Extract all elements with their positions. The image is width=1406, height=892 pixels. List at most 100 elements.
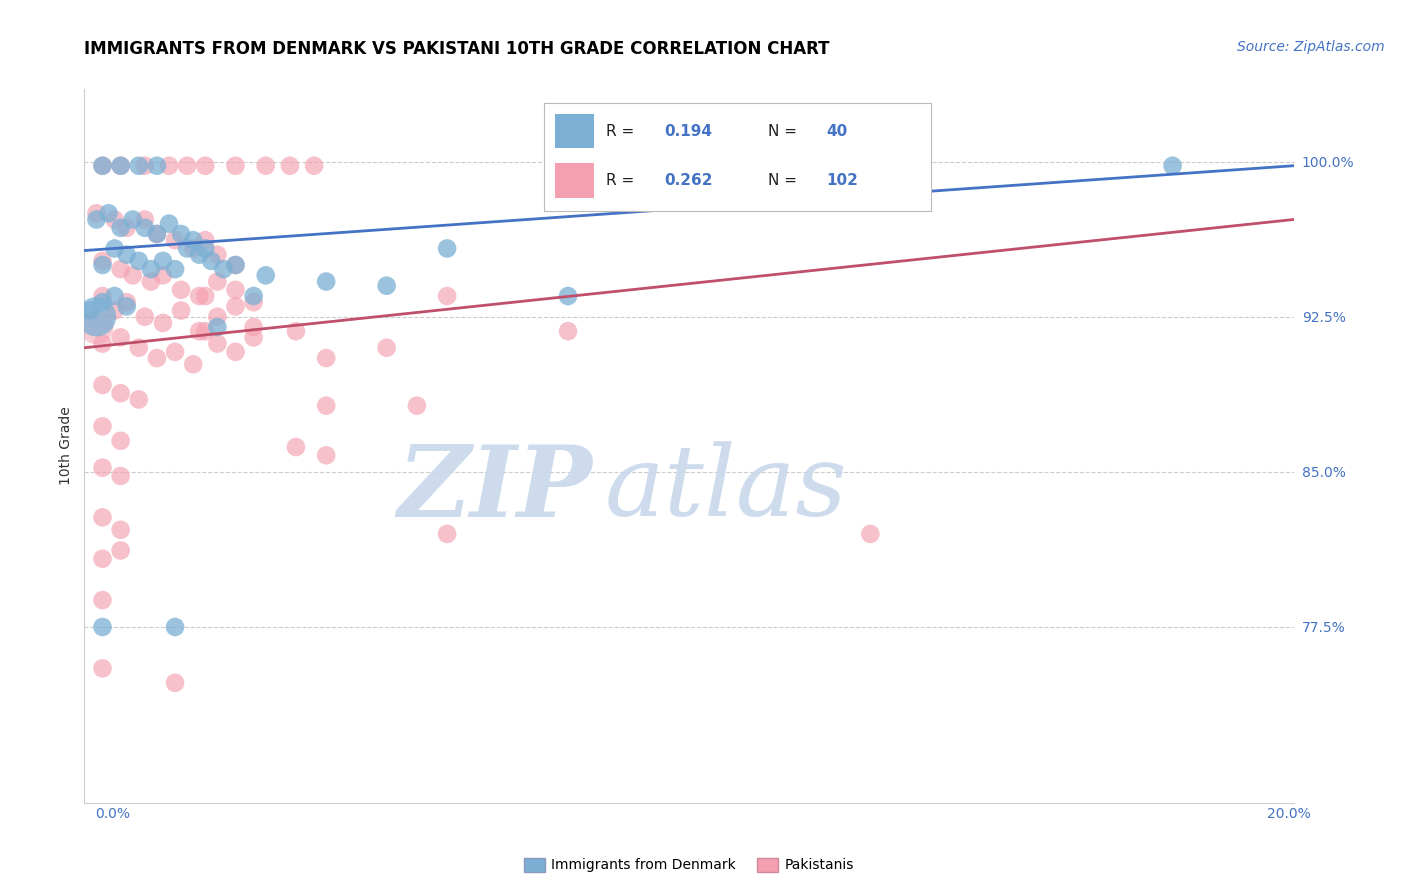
Point bbox=[134, 310, 156, 324]
Point bbox=[110, 262, 132, 277]
Text: Source: ZipAtlas.com: Source: ZipAtlas.com bbox=[1237, 40, 1385, 54]
Point bbox=[79, 303, 101, 318]
Point bbox=[110, 469, 132, 483]
Point bbox=[188, 289, 211, 303]
Point bbox=[207, 336, 229, 351]
Point bbox=[104, 303, 127, 318]
Point bbox=[91, 289, 114, 303]
Text: IMMIGRANTS FROM DENMARK VS PAKISTANI 10TH GRADE CORRELATION CHART: IMMIGRANTS FROM DENMARK VS PAKISTANI 10T… bbox=[84, 40, 830, 58]
Point bbox=[146, 227, 169, 241]
Point bbox=[176, 159, 198, 173]
Point bbox=[207, 248, 229, 262]
Point bbox=[91, 661, 114, 675]
Point bbox=[91, 510, 114, 524]
Point bbox=[859, 527, 882, 541]
Point bbox=[146, 351, 169, 365]
Point bbox=[128, 253, 150, 268]
Point bbox=[181, 242, 204, 256]
Point bbox=[194, 242, 217, 256]
Point bbox=[104, 289, 127, 303]
Point bbox=[436, 242, 458, 256]
Point bbox=[170, 283, 193, 297]
Point bbox=[121, 268, 143, 283]
Point bbox=[254, 159, 277, 173]
Point bbox=[436, 289, 458, 303]
Text: atlas: atlas bbox=[605, 442, 846, 536]
Point bbox=[152, 316, 174, 330]
Point bbox=[194, 324, 217, 338]
Point bbox=[110, 220, 132, 235]
Point bbox=[225, 299, 247, 313]
Point bbox=[225, 258, 247, 272]
Point bbox=[170, 303, 193, 318]
Point bbox=[128, 341, 150, 355]
Point bbox=[242, 320, 264, 334]
Point bbox=[91, 295, 114, 310]
Point bbox=[375, 341, 398, 355]
Point bbox=[254, 268, 277, 283]
Point bbox=[91, 159, 114, 173]
Point bbox=[104, 242, 127, 256]
Point bbox=[207, 275, 229, 289]
Point bbox=[212, 262, 235, 277]
Point bbox=[146, 227, 169, 241]
Point bbox=[302, 159, 325, 173]
Point bbox=[242, 289, 264, 303]
Point bbox=[207, 310, 229, 324]
Point bbox=[110, 434, 132, 448]
Point bbox=[152, 253, 174, 268]
Point bbox=[91, 419, 114, 434]
Point bbox=[163, 262, 186, 277]
Point bbox=[110, 159, 132, 173]
Point bbox=[134, 212, 156, 227]
Point bbox=[110, 543, 132, 558]
Point bbox=[200, 253, 222, 268]
Point bbox=[110, 330, 132, 344]
Point bbox=[225, 283, 247, 297]
Point bbox=[163, 233, 186, 247]
Point bbox=[139, 262, 162, 277]
Point bbox=[86, 206, 108, 220]
Point bbox=[284, 440, 308, 454]
Point bbox=[170, 227, 193, 241]
Point bbox=[242, 330, 264, 344]
Point bbox=[284, 324, 308, 338]
Point bbox=[91, 258, 114, 272]
Point bbox=[91, 593, 114, 607]
Point bbox=[163, 676, 186, 690]
Point bbox=[121, 212, 143, 227]
Point bbox=[163, 620, 186, 634]
Point bbox=[188, 248, 211, 262]
Point bbox=[157, 159, 180, 173]
Point bbox=[86, 320, 108, 334]
Point bbox=[225, 159, 247, 173]
Point bbox=[115, 295, 138, 310]
Point bbox=[91, 378, 114, 392]
Point bbox=[242, 295, 264, 310]
Point bbox=[194, 233, 217, 247]
Point bbox=[104, 212, 127, 227]
Point bbox=[315, 448, 337, 462]
Point bbox=[134, 220, 156, 235]
Point bbox=[557, 324, 579, 338]
Point bbox=[110, 159, 132, 173]
Point bbox=[91, 336, 114, 351]
Point bbox=[181, 357, 204, 371]
Point bbox=[406, 399, 429, 413]
Point bbox=[115, 299, 138, 313]
Point bbox=[91, 253, 114, 268]
Legend: Immigrants from Denmark, Pakistanis: Immigrants from Denmark, Pakistanis bbox=[519, 852, 859, 878]
Point bbox=[86, 310, 108, 324]
Point bbox=[86, 212, 108, 227]
Point bbox=[1161, 159, 1184, 173]
Point bbox=[152, 268, 174, 283]
Point bbox=[115, 248, 138, 262]
Y-axis label: 10th Grade: 10th Grade bbox=[59, 407, 73, 485]
Point bbox=[128, 392, 150, 407]
Point bbox=[315, 399, 337, 413]
Point bbox=[375, 278, 398, 293]
Text: 0.0%: 0.0% bbox=[96, 807, 131, 822]
Point bbox=[315, 351, 337, 365]
Point bbox=[194, 289, 217, 303]
Point bbox=[91, 159, 114, 173]
